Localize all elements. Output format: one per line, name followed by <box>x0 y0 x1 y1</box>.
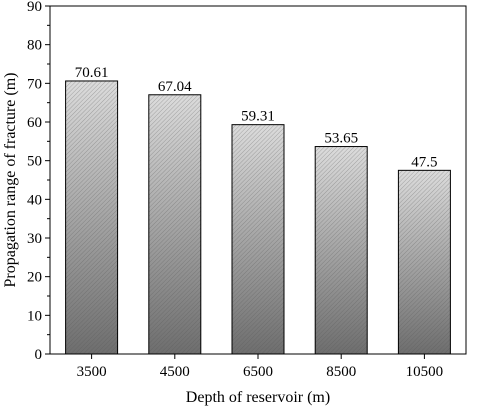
y-tick-label-10: 10 <box>27 308 42 324</box>
axes-group: 3500 4500 6500 8500 10500 0 10 20 30 40 50 60 70 80 90 <box>27 0 467 380</box>
y-tick-label-60: 60 <box>27 115 42 131</box>
y-tick-label-70: 70 <box>27 76 42 92</box>
bars-group <box>65 80 451 355</box>
x-tick-label-10500: 10500 <box>406 364 444 380</box>
data-label-3500: 70.61 <box>75 65 109 81</box>
y-tick-label-0: 0 <box>35 347 43 363</box>
bar-hatch-10500 <box>397 169 451 355</box>
data-label-6500: 59.31 <box>241 109 275 125</box>
data-label-8500: 53.65 <box>324 131 358 147</box>
bar-hatch-6500 <box>231 124 285 355</box>
data-label-10500: 47.5 <box>411 154 437 170</box>
x-tick-label-8500: 8500 <box>326 364 356 380</box>
bar-hatch-4500 <box>148 94 202 355</box>
y-axis-title: Propagation range of fracture (m) <box>2 72 19 287</box>
y-tick-label-90: 90 <box>27 0 42 15</box>
data-labels-group: 70.61 67.04 59.31 53.65 47.5 <box>75 65 438 170</box>
data-label-4500: 67.04 <box>158 79 192 95</box>
x-tick-label-4500: 4500 <box>160 364 190 380</box>
y-tick-label-50: 50 <box>27 154 42 170</box>
y-tick-label-80: 80 <box>27 38 42 54</box>
x-tick-label-3500: 3500 <box>77 364 107 380</box>
y-tick-label-30: 30 <box>27 231 42 247</box>
bar-hatch-3500 <box>65 80 119 355</box>
x-axis-title: Depth of reservoir (m) <box>186 389 330 406</box>
y-tick-label-20: 20 <box>27 270 42 286</box>
y-tick-label-40: 40 <box>27 192 42 208</box>
bar-hatch-8500 <box>314 146 368 355</box>
x-tick-label-6500: 6500 <box>243 364 273 380</box>
